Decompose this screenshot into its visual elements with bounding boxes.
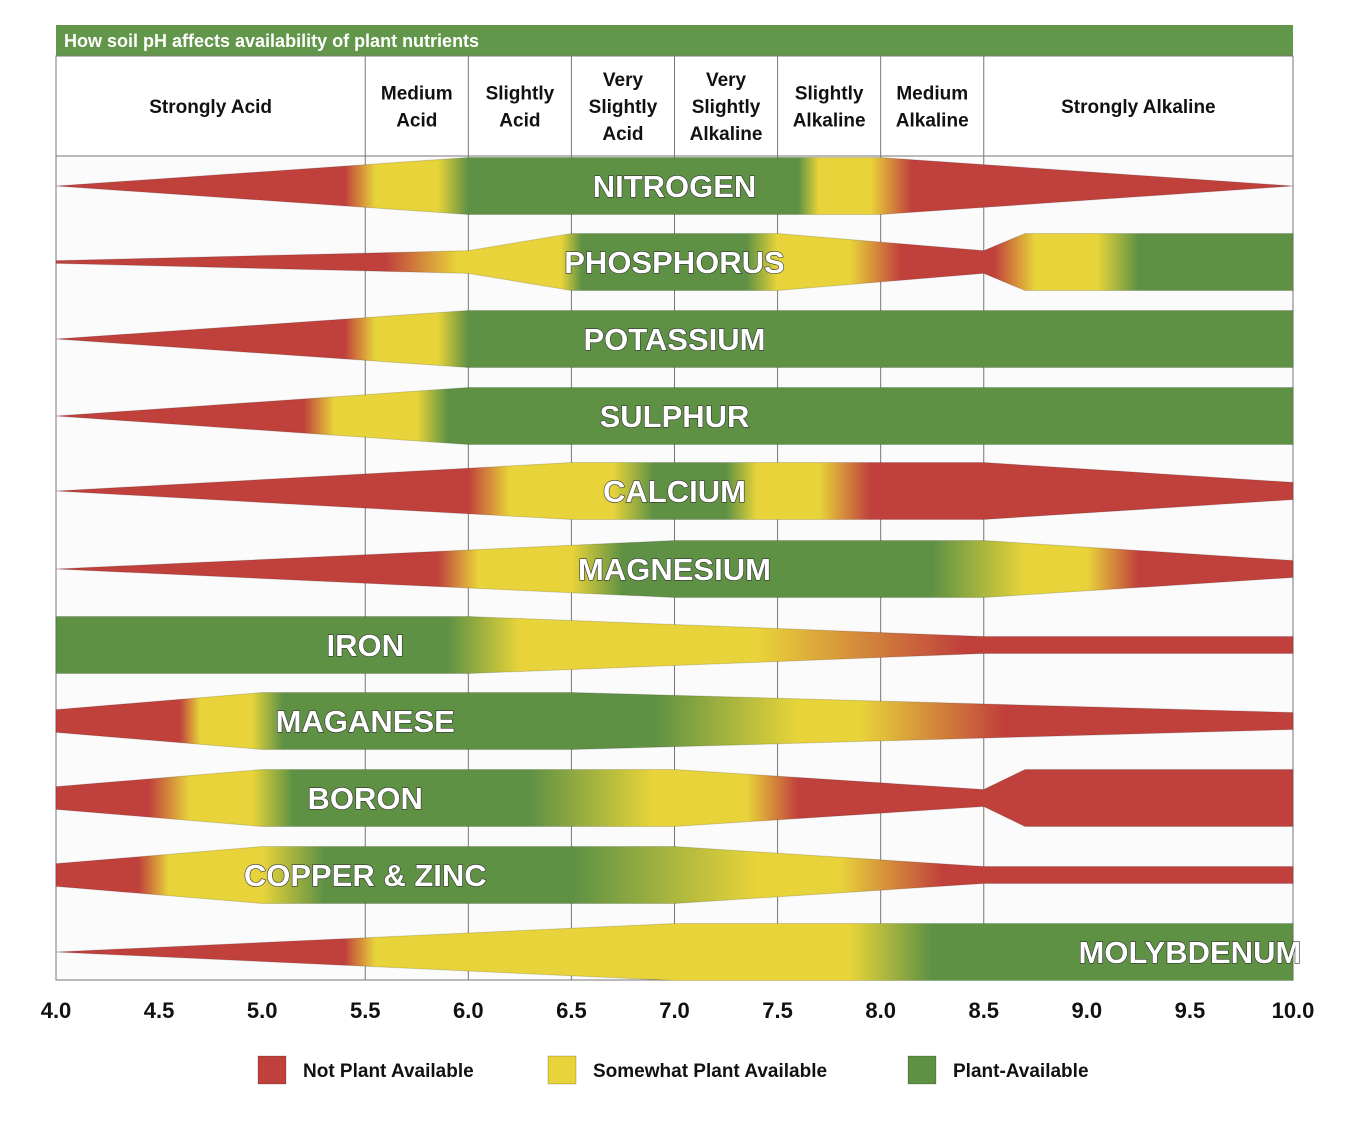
title-bar (56, 25, 1293, 56)
band-shape (55, 846, 1294, 904)
ph-class-label: Very Slightly Alkaline (690, 70, 763, 145)
ph-class-line: Alkaline (690, 124, 763, 145)
nutrient-label: MAGANESE (276, 704, 455, 739)
ph-class-line: Very (706, 70, 747, 91)
nutrient-label: CALCIUM (603, 474, 746, 509)
legend-label: Plant-Available (953, 1061, 1089, 1082)
band-shape (55, 923, 1294, 981)
legend-label: Somewhat Plant Available (593, 1061, 827, 1082)
band-shape (55, 692, 1294, 750)
nutrient-band: NITROGEN (55, 157, 1294, 215)
ph-class-label: Slightly Acid (486, 84, 555, 132)
band-shape (55, 387, 1294, 445)
x-tick-label: 7.0 (659, 998, 690, 1023)
ph-class-line: Slightly (692, 97, 761, 118)
band-shape (55, 616, 1294, 674)
ph-class-label: Very Slightly Acid (589, 70, 658, 145)
band-shape (55, 540, 1294, 598)
nutrient-label: NITROGEN (593, 169, 757, 204)
nutrient-band: MOLYBDENUM (55, 923, 1302, 981)
nutrient-band: CALCIUM (55, 462, 1294, 520)
ph-class-label: Slightly Alkaline (793, 84, 866, 132)
x-tick-label: 5.5 (350, 998, 381, 1023)
ph-class-line: Medium (896, 84, 968, 105)
ph-class-label: Medium Acid (381, 84, 453, 132)
nutrient-label: MOLYBDENUM (1079, 935, 1302, 970)
legend-item: Somewhat Plant Available (547, 1055, 827, 1085)
ph-class-label: Strongly Acid (149, 97, 272, 118)
nutrient-label: COPPER & ZINC (244, 858, 487, 893)
legend-item: Not Plant Available (257, 1055, 474, 1085)
band-shape (55, 769, 1294, 827)
x-tick-label: 7.5 (762, 998, 793, 1023)
nutrient-label: BORON (308, 781, 423, 816)
ph-class-label: Medium Alkaline (896, 84, 969, 132)
band-shape (55, 233, 1294, 291)
x-tick-label: 8.0 (865, 998, 896, 1023)
x-tick-label: 9.0 (1072, 998, 1103, 1023)
ph-class-line: Strongly Acid (149, 97, 272, 118)
x-tick-label: 5.0 (247, 998, 278, 1023)
nutrient-band: COPPER & ZINC (55, 846, 1294, 904)
x-tick-label: 6.0 (453, 998, 484, 1023)
band-shape (55, 310, 1294, 368)
legend-swatch (907, 1055, 937, 1085)
ph-class-label: Strongly Alkaline (1061, 97, 1216, 118)
ph-class-line: Slightly (589, 97, 658, 118)
nutrient-band: BORON (55, 769, 1294, 827)
ph-class-line: Acid (602, 124, 643, 145)
x-tick-label: 4.5 (144, 998, 175, 1023)
nutrient-band: MAGNESIUM (55, 540, 1294, 598)
band-shape (55, 462, 1294, 520)
ph-class-line: Slightly (795, 84, 864, 105)
nutrient-band: MAGANESE (55, 692, 1294, 750)
ph-class-line: Strongly Alkaline (1061, 97, 1216, 118)
x-tick-label: 4.0 (41, 998, 72, 1023)
ph-class-line: Slightly (486, 84, 555, 105)
x-tick-label: 9.5 (1175, 998, 1206, 1023)
ph-class-line: Very (603, 70, 644, 91)
band-shape (55, 157, 1294, 215)
ph-class-line: Acid (499, 111, 540, 132)
legend-item: Plant-Available (907, 1055, 1089, 1085)
chart-title: How soil pH affects availability of plan… (64, 31, 479, 51)
nutrient-label: MAGNESIUM (578, 552, 771, 587)
nutrient-band: SULPHUR (55, 387, 1294, 445)
x-tick-label: 8.5 (968, 998, 999, 1023)
ph-class-line: Alkaline (793, 111, 866, 132)
nutrient-label: POTASSIUM (584, 322, 766, 357)
ph-class-line: Acid (396, 111, 437, 132)
nutrient-label: SULPHUR (600, 399, 750, 434)
legend-label: Not Plant Available (303, 1061, 474, 1082)
ph-class-line: Alkaline (896, 111, 969, 132)
nutrient-band: POTASSIUM (55, 310, 1294, 368)
legend-swatch (257, 1055, 287, 1085)
legend-swatch (547, 1055, 577, 1085)
ph-class-line: Medium (381, 84, 453, 105)
nutrient-band: IRON (55, 616, 1294, 674)
nutrient-label: PHOSPHORUS (564, 245, 784, 280)
x-tick-label: 6.5 (556, 998, 587, 1023)
nutrient-band: PHOSPHORUS (55, 233, 1294, 291)
nutrient-label: IRON (327, 628, 405, 663)
x-tick-label: 10.0 (1272, 998, 1315, 1023)
